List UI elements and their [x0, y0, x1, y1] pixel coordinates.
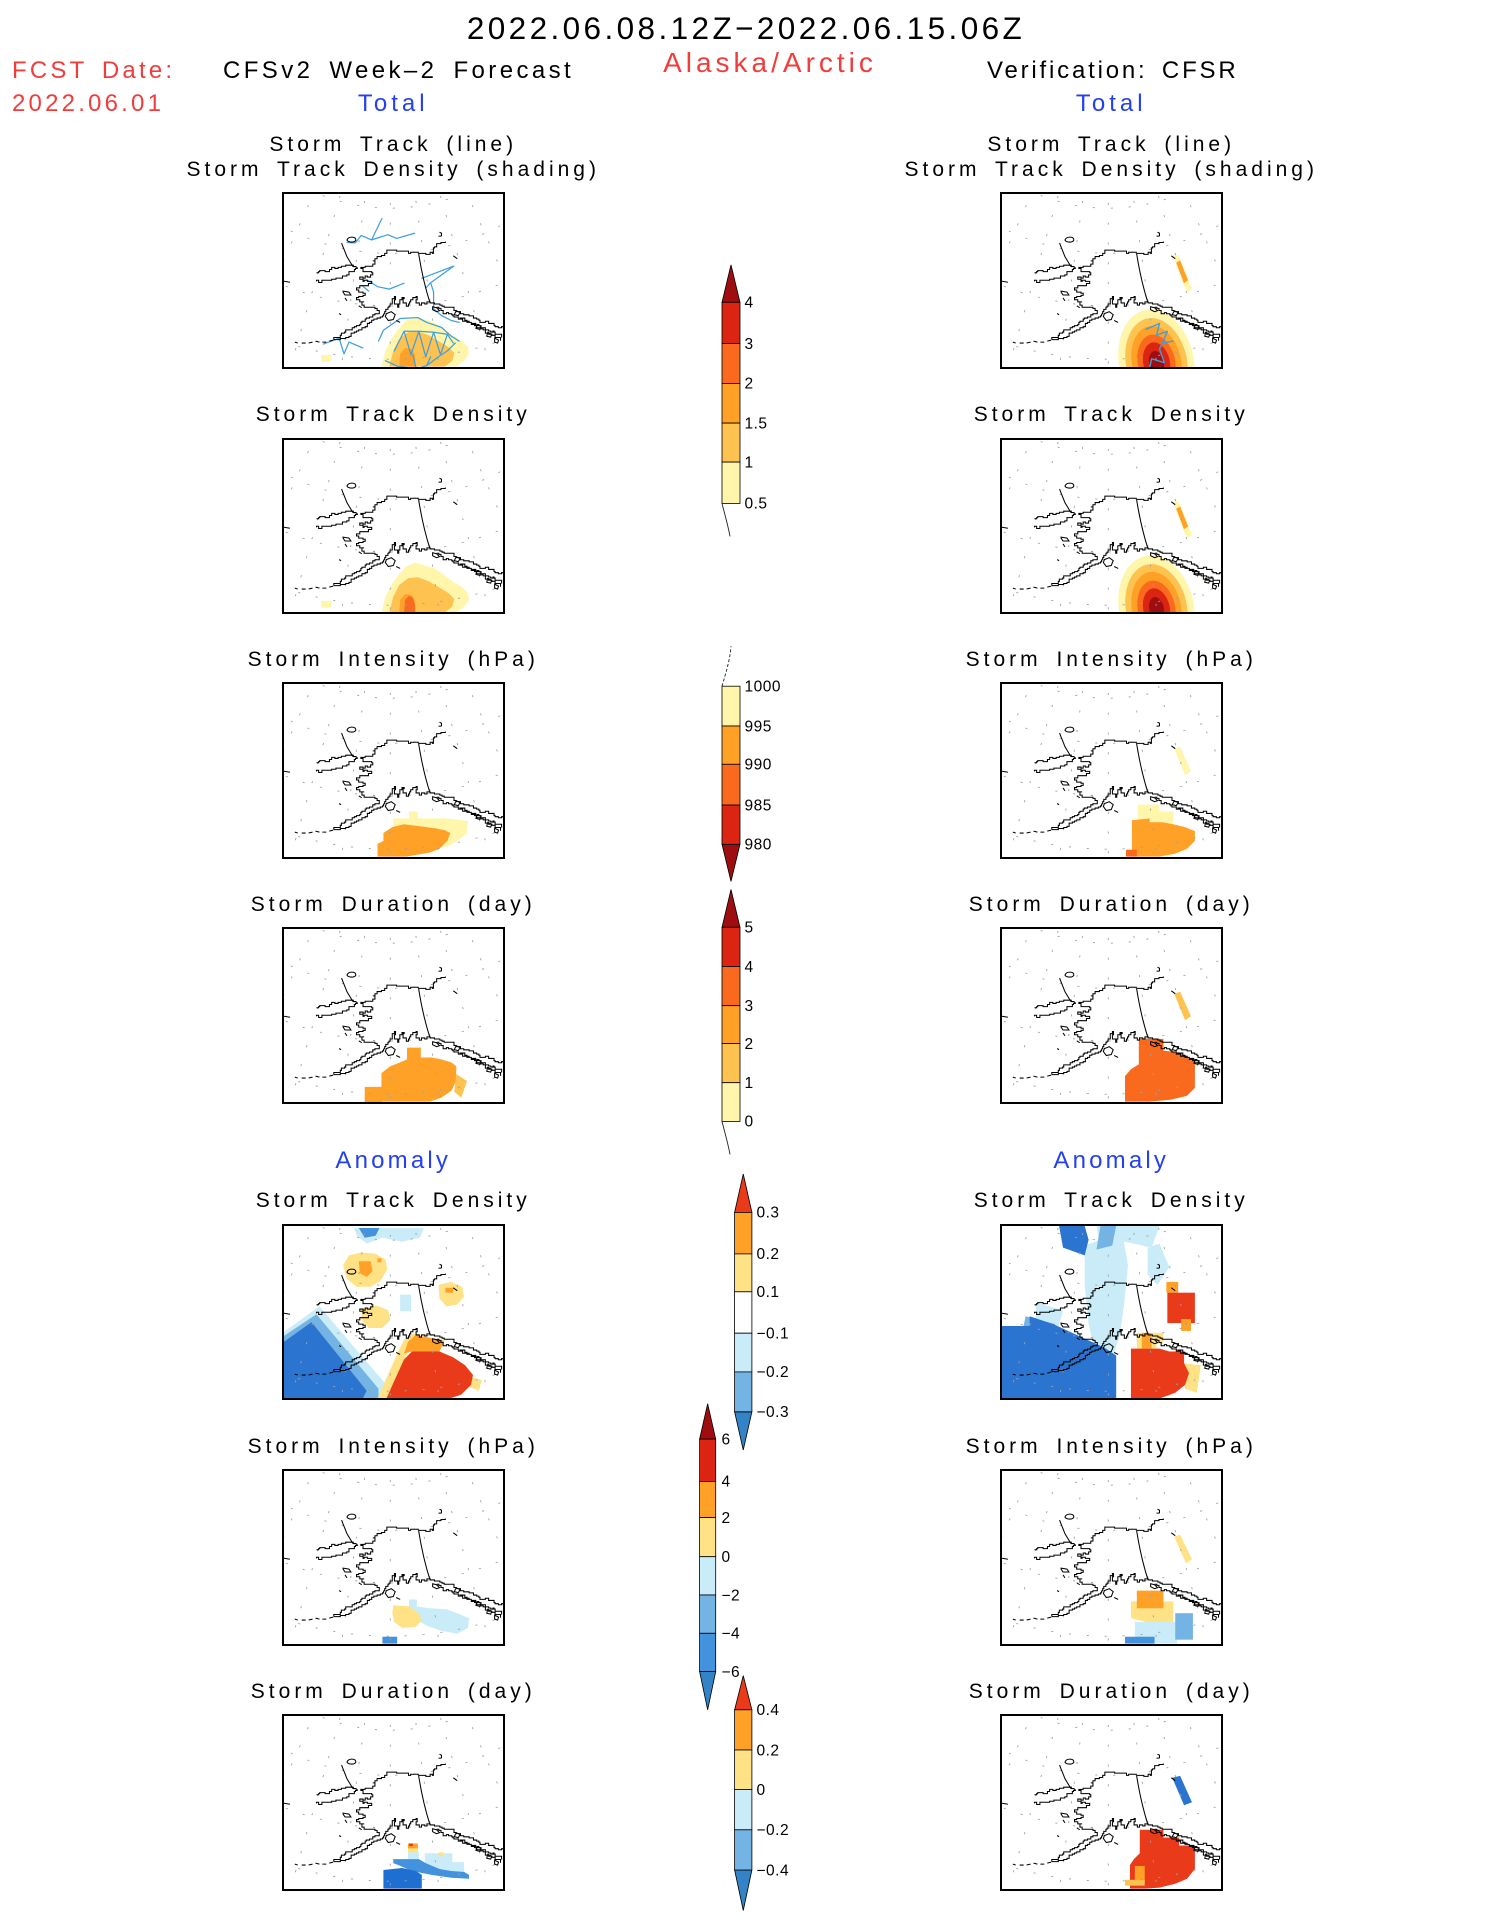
svg-text:0.1: 0.1 [757, 1284, 780, 1301]
svg-text:3: 3 [745, 998, 754, 1015]
svg-text:0: 0 [745, 1114, 754, 1131]
svg-text:1.5: 1.5 [745, 415, 768, 432]
svg-text:−0.2: −0.2 [757, 1822, 790, 1839]
svg-text:4: 4 [722, 1474, 731, 1491]
svg-text:6: 6 [722, 1431, 731, 1448]
svg-text:985: 985 [745, 797, 772, 814]
svg-text:3: 3 [745, 336, 754, 353]
svg-text:−0.1: −0.1 [757, 1326, 790, 1343]
svg-text:2: 2 [745, 376, 754, 393]
svg-text:5: 5 [745, 920, 754, 937]
svg-text:0.2: 0.2 [757, 1742, 780, 1759]
svg-text:1000: 1000 [745, 679, 781, 696]
svg-text:995: 995 [745, 718, 772, 735]
svg-text:990: 990 [745, 757, 772, 774]
svg-text:0.4: 0.4 [757, 1702, 780, 1719]
svg-text:0.2: 0.2 [757, 1246, 780, 1263]
svg-text:0: 0 [757, 1782, 766, 1799]
svg-text:−6: −6 [722, 1664, 741, 1681]
svg-text:2: 2 [722, 1510, 731, 1527]
svg-text:980: 980 [745, 837, 772, 854]
svg-text:0.3: 0.3 [757, 1205, 780, 1222]
svg-text:−2: −2 [722, 1587, 741, 1604]
svg-text:−4: −4 [722, 1626, 741, 1643]
svg-text:0: 0 [722, 1549, 731, 1566]
svg-text:1: 1 [745, 1075, 754, 1092]
svg-text:−0.4: −0.4 [757, 1862, 790, 1879]
svg-text:−0.3: −0.3 [757, 1404, 790, 1421]
svg-text:2: 2 [745, 1036, 754, 1053]
svg-text:1: 1 [745, 454, 754, 471]
svg-text:4: 4 [745, 959, 754, 976]
svg-text:4: 4 [745, 295, 754, 312]
svg-text:0.5: 0.5 [745, 496, 768, 513]
svg-text:−0.2: −0.2 [757, 1364, 790, 1381]
